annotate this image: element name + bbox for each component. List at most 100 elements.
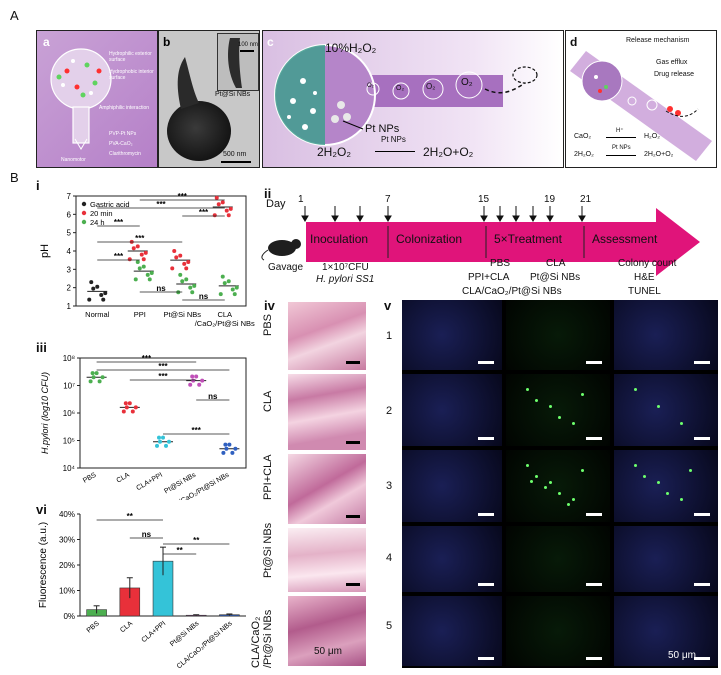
ph-point (226, 213, 231, 218)
fl-xtick-label: Pt@Si NBs (169, 620, 201, 648)
ph-point (147, 277, 152, 282)
hp-point (164, 443, 168, 448)
tunel-positive-cell (680, 498, 683, 501)
tunel-image (506, 300, 610, 370)
assess-he: H&E (634, 272, 655, 283)
iv-row-pbs: PBS (262, 313, 274, 336)
hp-point (97, 379, 102, 384)
tunel-positive-cell (530, 480, 533, 483)
hp-point (124, 405, 129, 410)
hp-point (191, 378, 196, 383)
v-row-2: 2 (386, 405, 393, 417)
motor-propulsion-drawing (274, 44, 538, 146)
eq-catalyst: Pt NPs (381, 135, 406, 144)
legend-pva-cao2: PVA-CaO₂ (109, 141, 133, 147)
tunel-image (402, 596, 502, 666)
ph-ytick-label: 2 (67, 284, 72, 293)
fl-ytick-label: 40% (59, 510, 75, 519)
tunel-positive-cell (643, 475, 646, 478)
tunel-image (614, 596, 718, 666)
ph-point (234, 285, 239, 290)
ph-point (91, 286, 96, 291)
hp-point (188, 382, 193, 387)
stage-assessment: Assessment (592, 232, 658, 246)
fl-xtick-label: CLA/CaO₂/Pt@Si NBs (176, 620, 234, 668)
treat-ppi-cla: PPI+CLA (468, 272, 510, 283)
hp-point (233, 446, 238, 451)
hp-ytick-label: 10⁵ (63, 437, 75, 446)
release-drawing (570, 51, 712, 161)
stage-colonization: Colonization (396, 232, 463, 246)
hp-point (127, 401, 132, 406)
hpylori-chart: 10⁴ 10⁵ 10⁶ 10⁷ 10⁸ H.pylori (log10 CFU) PBS CL… (40, 354, 247, 500)
ph-sig-label: ns (199, 292, 209, 301)
ph-point (143, 250, 148, 255)
ph-point (178, 253, 183, 258)
ph-point (103, 291, 108, 296)
sub-label-b: b (163, 35, 171, 49)
iv-row-ptsi: Pt@Si NBs (262, 522, 274, 578)
mouse-icon (261, 239, 301, 261)
tunel-positive-cell (535, 399, 538, 402)
nanobottle-schematic (50, 48, 112, 150)
ph-legend-marker (81, 210, 87, 216)
ph-point (220, 274, 225, 279)
hp-point (90, 371, 95, 376)
legend-amphiphilic: Amphiphilic interaction (99, 105, 150, 111)
tunel-positive-cell (526, 388, 529, 391)
r2-arrow (606, 155, 636, 156)
h2o2-label: 10%H₂O₂ (325, 41, 377, 55)
hp-point (200, 378, 205, 383)
r1-arrow (606, 137, 636, 138)
r1-right: H₂O₂ (644, 133, 660, 140)
fl-ytick-label: 10% (59, 587, 75, 596)
sub-label-d: d (570, 35, 578, 49)
ph-sig-label: *** (156, 200, 166, 209)
ph-point (216, 202, 221, 207)
gavage-label: Gavage (268, 262, 304, 273)
panel-label-v: v (384, 298, 392, 313)
ph-point (228, 206, 233, 211)
ph-point (170, 266, 175, 271)
panel-label-A: A (10, 8, 19, 23)
ph-point (141, 264, 146, 269)
tunel-image (506, 450, 610, 522)
ph-point (180, 279, 185, 284)
tunel-image (506, 596, 610, 666)
day-1: 1 (298, 194, 304, 205)
tunel-image (614, 374, 718, 446)
hp-point (221, 450, 226, 455)
tunel-positive-cell (680, 422, 683, 425)
eq-right: 2H₂O+O₂ (423, 145, 474, 159)
fl-sig-label: ** (127, 512, 134, 521)
ph-xtick-label: PPI (134, 310, 146, 319)
hp-point (121, 409, 126, 414)
tunel-image (402, 374, 502, 446)
panel-b-tem: b 100 nm Pt@Si NBs 500 nm (158, 30, 260, 168)
pt-nps-label: Pt NPs (365, 123, 400, 135)
tunel-scalebar (694, 583, 710, 586)
ph-ytick-label: 1 (67, 302, 72, 311)
o2-bubble-1: O₂ (367, 83, 374, 89)
hp-sig-label: *** (158, 372, 168, 381)
he-image-ptsi (288, 528, 366, 592)
hp-sig-label: *** (142, 354, 152, 363)
tunel-scalebar (586, 657, 602, 660)
he-scalebar (346, 361, 360, 364)
day-15: 15 (478, 194, 490, 205)
ph-sig-label: *** (114, 252, 124, 261)
tunel-scalebar (478, 513, 494, 516)
v-row-3: 3 (386, 480, 393, 492)
tunel-positive-cell (558, 492, 561, 495)
hp-point (167, 439, 171, 444)
ph-point (184, 277, 189, 282)
tunel-positive-cell (689, 469, 692, 472)
day-7: 7 (385, 194, 391, 205)
v-row-1: 1 (386, 330, 393, 342)
tunel-image (614, 300, 718, 370)
ph-legend-marker (81, 201, 87, 207)
hp-point (190, 374, 195, 379)
tunel-positive-cell (572, 498, 575, 501)
panel-d-release: d Release mechanism Gas efflux Drug rele… (565, 30, 717, 168)
fl-ytick-label: 20% (59, 561, 75, 570)
